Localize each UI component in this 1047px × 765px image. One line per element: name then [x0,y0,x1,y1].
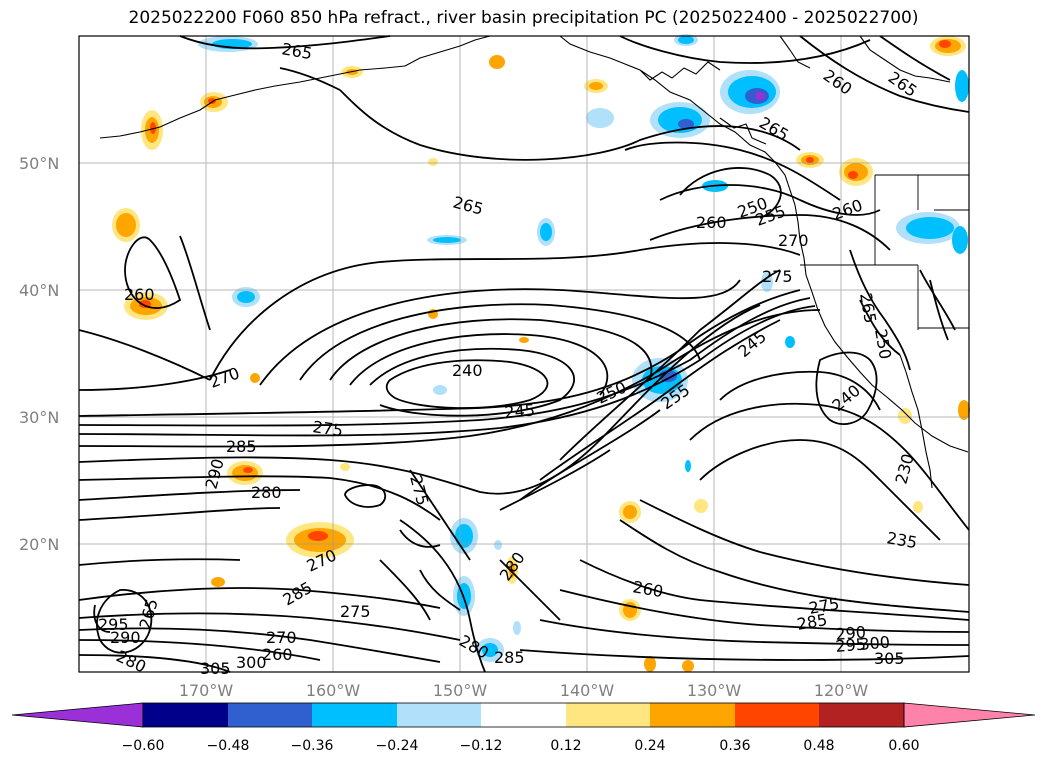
contour-label: 245 [504,400,536,422]
colorbar-left-arrow [11,702,144,728]
graticule [79,36,969,672]
contour-label: 300 [236,653,267,672]
colorbar-segment [312,703,397,727]
coastlines [99,35,969,489]
contour-label: 240 [452,361,483,380]
lon-label-170w: 170°W [179,681,234,700]
contour-label: 270 [778,231,809,250]
contour-label: 290 [110,628,141,647]
lon-label-120w: 120°W [814,681,869,700]
colorbar-tick-label: −0.24 [376,738,419,754]
colorbar-tick-label: 0.48 [803,738,834,754]
colorbar-tick-label: 0.36 [719,738,750,754]
contour-label: 295 [98,615,129,634]
colorbar-tick-label: 0.24 [634,738,665,754]
map-border [78,35,970,673]
colorbar-segment [397,703,481,727]
colorbar-tick-label: −0.60 [122,738,165,754]
colorbar-tick-label: −0.48 [207,738,250,754]
precip-fill-layer [112,34,970,672]
contour-label: 260 [262,645,293,664]
lon-label-140w: 140°W [560,681,615,700]
contour-label: 290 [835,622,867,644]
colorbar-segment [650,703,735,727]
refractivity-contours [78,35,970,673]
lon-label-160w: 160°W [306,681,361,700]
lon-label-130w: 130°W [687,681,742,700]
contour-label: 260 [124,285,155,304]
lon-label-150w: 150°W [433,681,488,700]
contour-label: 280 [251,483,282,502]
contour-label: 285 [226,437,257,456]
colorbar-outline [142,702,905,728]
contour-label: 295 [835,634,867,656]
map-title: 2025022200 F060 850 hPa refract., river … [128,8,919,28]
lat-label-50n: 50°N [19,154,59,173]
contour-label: 305 [200,659,231,678]
lat-label-40n: 40°N [19,281,59,300]
colorbar-tick-label: −0.36 [291,738,334,754]
colorbar-segment [228,703,312,727]
colorbar-segment [566,703,650,727]
contour-label: 275 [340,602,371,621]
colorbar-right-arrow [903,702,1036,728]
colorbar-tick-label: 0.60 [888,738,919,754]
colorbar-segment [481,703,566,727]
contour-label: 285 [494,648,525,667]
contour-label: 275 [311,417,344,440]
contour-label: 275 [762,267,793,286]
lat-label-20n: 20°N [19,535,59,554]
lat-label-30n: 30°N [19,408,59,427]
colorbar-tick-label: −0.12 [460,738,503,754]
colorbar-segment [819,703,904,727]
contour-label: 300 [859,632,891,654]
contour-label: 305 [874,649,905,668]
contour-label: 270 [266,628,297,647]
colorbar-segment [143,703,228,727]
colorbar-tick-label: 0.12 [550,738,581,754]
contour-label: 260 [696,213,727,232]
colorbar: −0.60 −0.48 −0.36 −0.24 −0.12 0.12 0.24 … [11,702,1036,754]
colorbar-segment [735,703,819,727]
